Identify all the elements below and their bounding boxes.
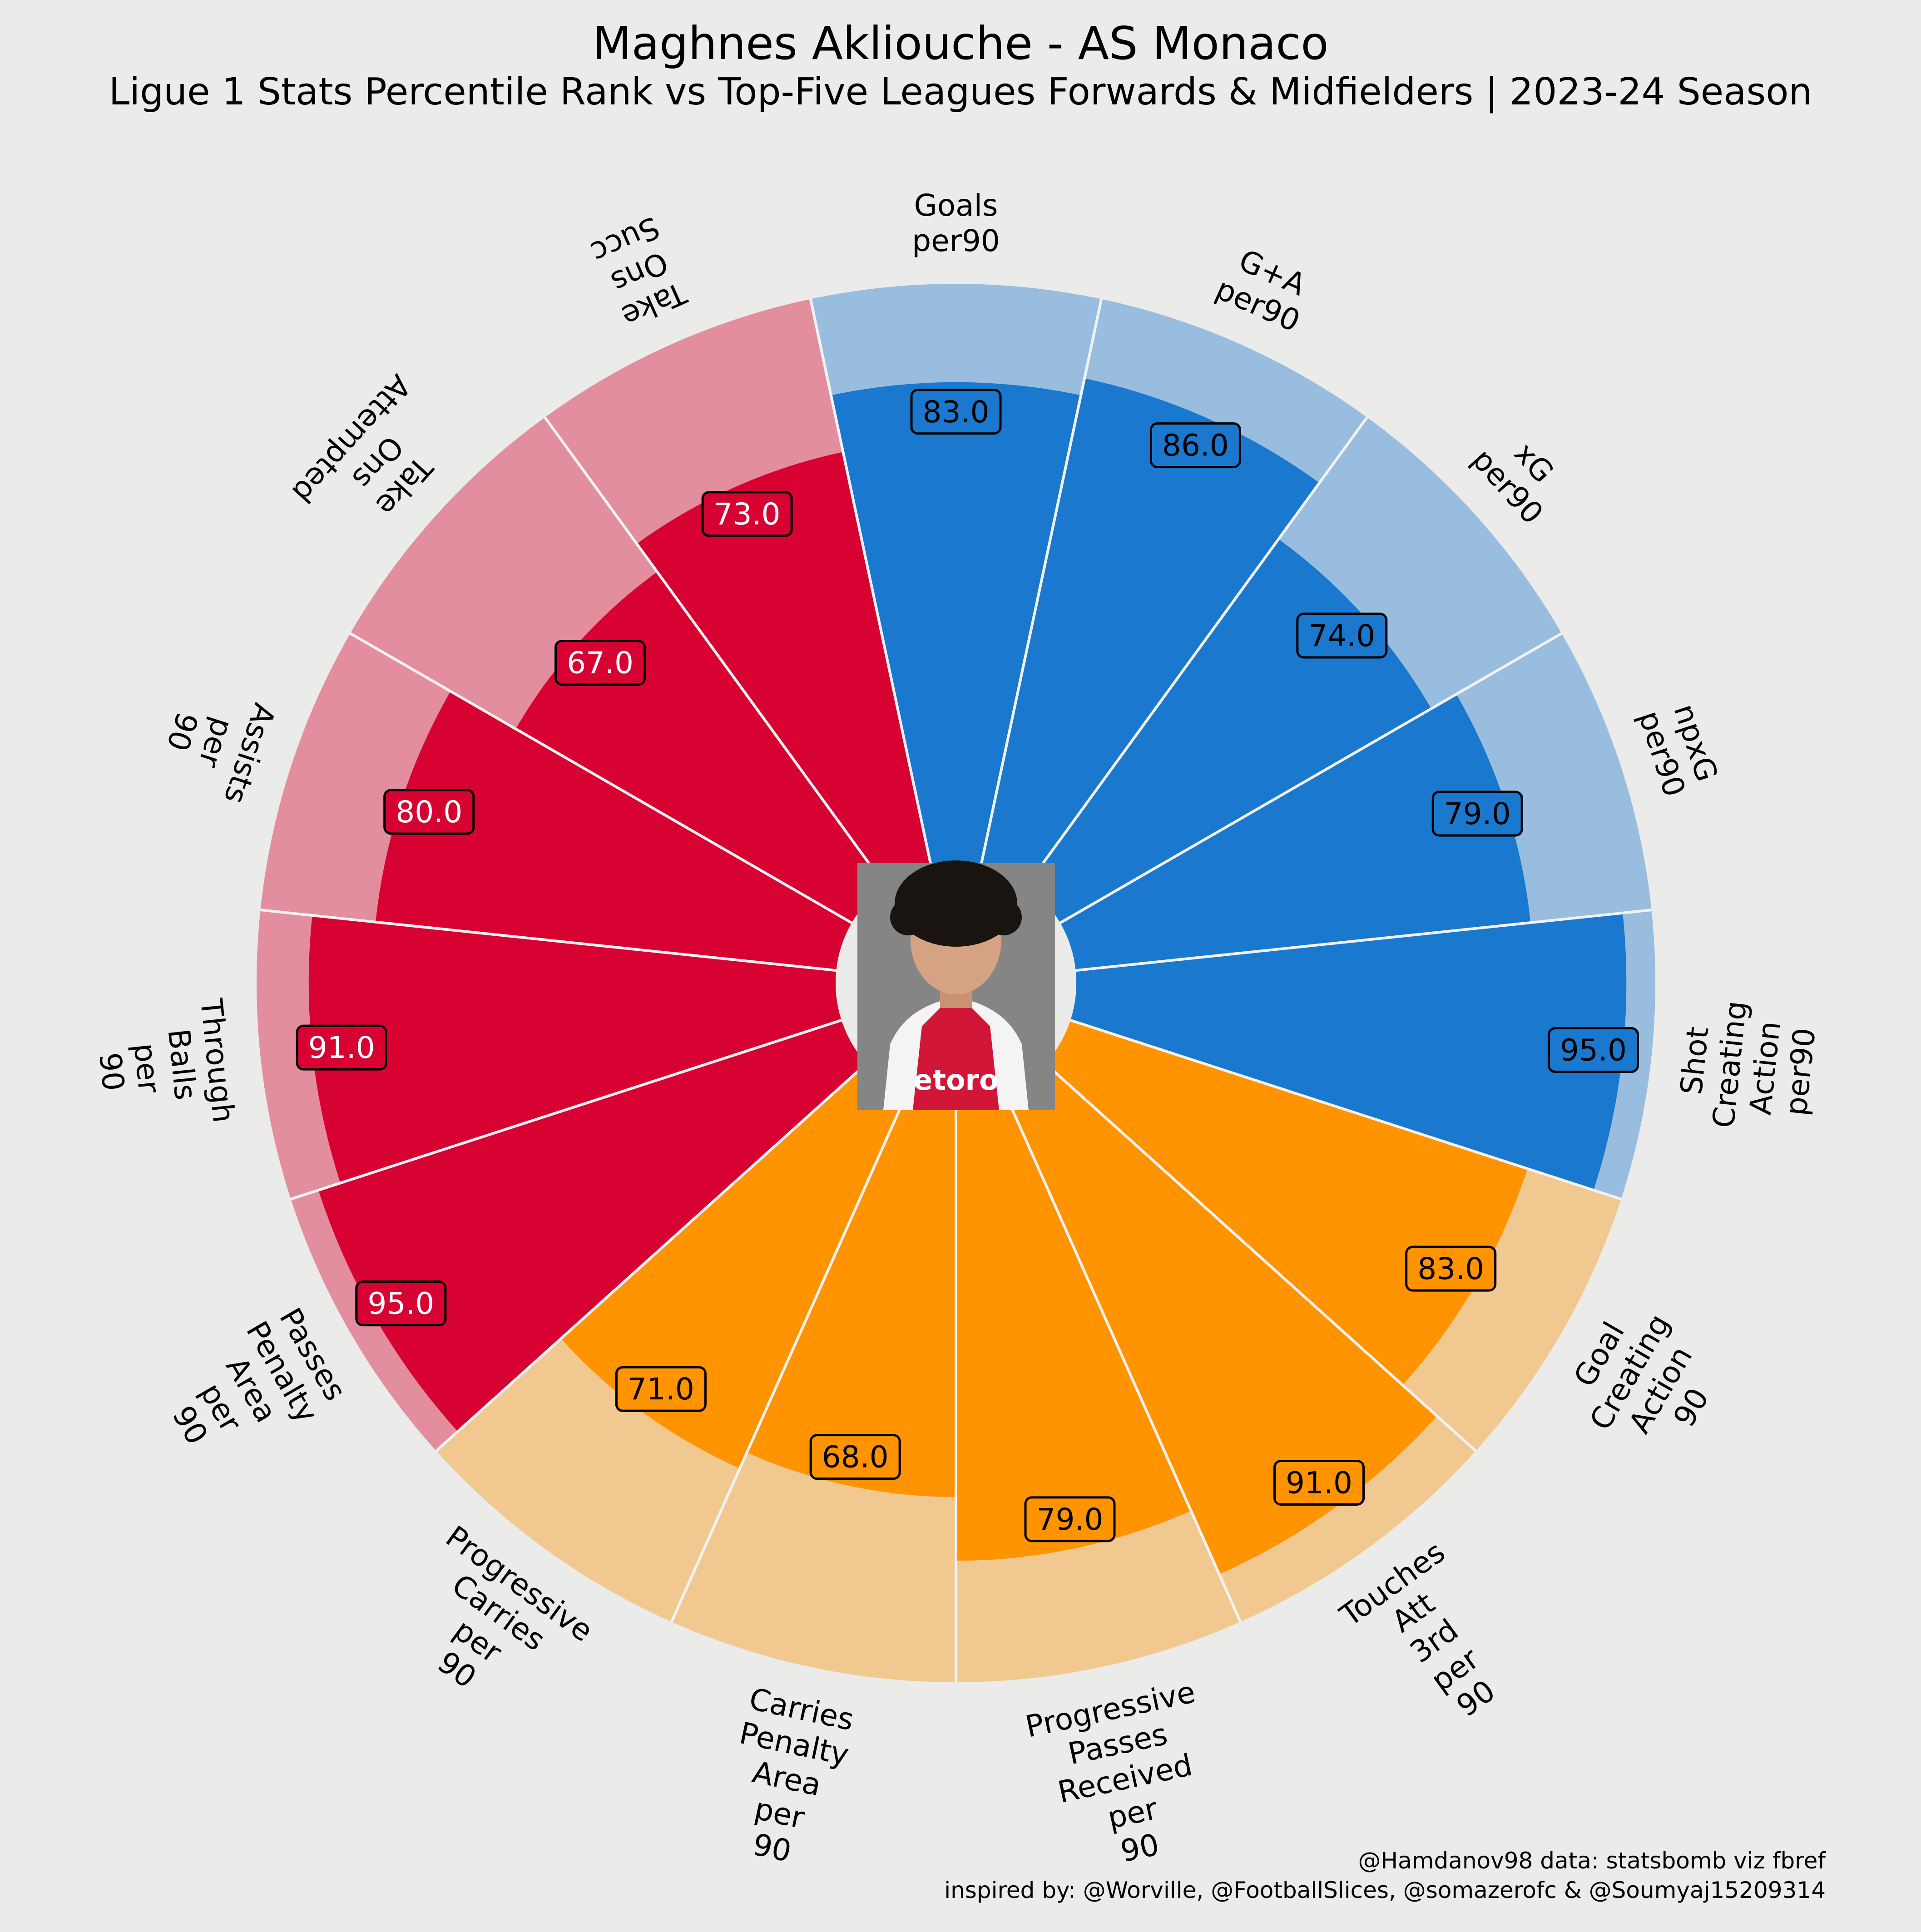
value-label: 79.0 — [1024, 1496, 1116, 1542]
svg-text:90: 90 — [92, 1051, 131, 1093]
svg-text:Through: Through — [193, 997, 241, 1124]
svg-text:per90: per90 — [912, 223, 1000, 258]
svg-text:71.0: 71.0 — [628, 1372, 694, 1407]
svg-text:Goals: Goals — [914, 188, 998, 223]
value-label: 73.0 — [701, 491, 793, 537]
value-label: 71.0 — [615, 1366, 707, 1412]
value-label: 79.0 — [1431, 791, 1523, 837]
svg-text:95.0: 95.0 — [1560, 1033, 1627, 1068]
svg-text:Shot: Shot — [1673, 1025, 1715, 1096]
wedge-divider — [260, 909, 837, 972]
kit-sponsor-text: etoro — [913, 1063, 998, 1097]
value-label: 95.0 — [355, 1280, 447, 1327]
value-bar — [981, 378, 1320, 886]
value-label: 95.0 — [1548, 1027, 1639, 1073]
value-label: 68.0 — [809, 1434, 901, 1480]
value-label: 83.0 — [910, 389, 1002, 435]
value-bar — [1045, 1020, 1528, 1385]
svg-text:67.0: 67.0 — [567, 646, 634, 681]
wedge-divider — [349, 632, 853, 924]
value-bar — [637, 452, 931, 886]
wedge-dividers — [260, 299, 1652, 1682]
credit-line-2: inspired by: @Worville, @FootballSlices,… — [944, 1877, 1826, 1903]
wedge-divider — [1004, 1092, 1242, 1623]
wedge-divider — [809, 299, 932, 866]
value-bar — [376, 691, 852, 971]
svg-text:83.0: 83.0 — [1417, 1251, 1484, 1286]
svg-text:79.0: 79.0 — [1037, 1502, 1104, 1537]
svg-text:91.0: 91.0 — [1286, 1465, 1352, 1500]
value-label: 83.0 — [1405, 1245, 1497, 1292]
wedge-divider — [290, 1019, 842, 1201]
value-bar — [1070, 913, 1627, 1191]
svg-text:83.0: 83.0 — [923, 395, 990, 430]
value-bar — [1005, 1063, 1437, 1575]
value-bar — [747, 1093, 956, 1497]
value-label: 74.0 — [1296, 613, 1388, 659]
svg-text:79.0: 79.0 — [1444, 796, 1511, 831]
value-label: 91.0 — [296, 1024, 387, 1071]
value-labels: 83.0 86.0 74.0 79.0 95.0 83.0 91.0 79.0 68.0 71.0… — [296, 389, 1639, 1542]
wedge-divider — [1075, 909, 1652, 972]
wedge-divider — [670, 1092, 908, 1623]
value-bar — [308, 915, 842, 1183]
svg-text:Balls: Balls — [161, 1027, 203, 1102]
svg-text:86.0: 86.0 — [1162, 428, 1229, 463]
wedge-divider — [1044, 1062, 1477, 1452]
svg-text:95.0: 95.0 — [367, 1286, 434, 1321]
value-bar — [956, 1093, 1191, 1561]
wedge-divider — [980, 299, 1103, 866]
svg-text:91.0: 91.0 — [308, 1030, 375, 1065]
value-bar — [1060, 694, 1531, 971]
value-label: 91.0 — [1273, 1459, 1365, 1506]
credit-line-1: @Hamdanov98 data: statsbomb viz fbref — [1358, 1848, 1827, 1874]
chart-title: Maghnes Akliouche - AS Monaco — [592, 17, 1328, 70]
wedge-divider — [1025, 416, 1368, 887]
svg-text:90: 90 — [1118, 1827, 1162, 1869]
wedge-divider — [544, 416, 886, 887]
wedge-divider — [435, 1062, 868, 1452]
wedge-divider — [1070, 1019, 1622, 1201]
svg-text:68.0: 68.0 — [822, 1440, 889, 1475]
wedge-divider — [1059, 632, 1563, 924]
value-bar — [318, 1020, 867, 1432]
chart-subtitle: Ligue 1 Stats Percentile Rank vs Top-Fiv… — [109, 70, 1812, 114]
svg-text:73.0: 73.0 — [714, 497, 781, 532]
value-label: 86.0 — [1149, 422, 1241, 469]
value-label: 67.0 — [555, 640, 646, 686]
value-bar — [831, 382, 1081, 865]
value-label: 80.0 — [383, 789, 475, 835]
svg-text:80.0: 80.0 — [396, 795, 462, 830]
svg-text:90: 90 — [750, 1827, 794, 1869]
svg-text:74.0: 74.0 — [1308, 618, 1375, 653]
player-photo: etoro — [857, 860, 1055, 1110]
svg-text:per: per — [127, 1042, 167, 1095]
